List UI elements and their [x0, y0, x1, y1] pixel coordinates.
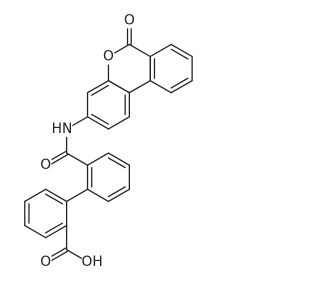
- bond: [128, 43, 151, 58]
- bond: [107, 186, 126, 198]
- label-background: [51, 120, 73, 137]
- atom-label: O: [124, 12, 135, 28]
- bond: [107, 157, 126, 169]
- bond: [65, 152, 89, 166]
- structure-diagram: O O HN O OH O: [24, 12, 193, 270]
- atom-label: O: [40, 254, 51, 270]
- bond: [107, 80, 130, 94]
- bond: [86, 80, 110, 94]
- bond: [45, 224, 68, 239]
- bond: [107, 188, 130, 203]
- label-background: [81, 253, 103, 270]
- bond: [149, 43, 172, 58]
- bond: [45, 188, 68, 203]
- atom-label: OH: [82, 254, 103, 270]
- bond: [149, 80, 172, 94]
- label-background: [102, 48, 115, 65]
- atom-label: O: [103, 49, 114, 65]
- bond: [170, 48, 189, 60]
- bond: [107, 116, 130, 130]
- bond: [91, 113, 110, 125]
- bond: [170, 80, 193, 94]
- bond: [91, 84, 110, 96]
- bond: [170, 77, 189, 89]
- bond: [45, 222, 64, 234]
- bond: [170, 43, 193, 58]
- molecule: O O HN O OH O: [24, 12, 193, 270]
- bond: [24, 224, 47, 239]
- bond: [86, 188, 110, 203]
- label-background: [39, 253, 52, 270]
- bond: [24, 188, 47, 203]
- atom-label: HN: [52, 121, 73, 137]
- bond: [45, 193, 64, 205]
- atom-label: O: [40, 157, 51, 173]
- bond: [86, 116, 110, 130]
- label-background: [39, 157, 52, 174]
- label-background: [123, 12, 136, 29]
- bond: [86, 152, 110, 166]
- bond: [65, 188, 89, 203]
- bond: [107, 152, 130, 166]
- bond: [128, 80, 151, 94]
